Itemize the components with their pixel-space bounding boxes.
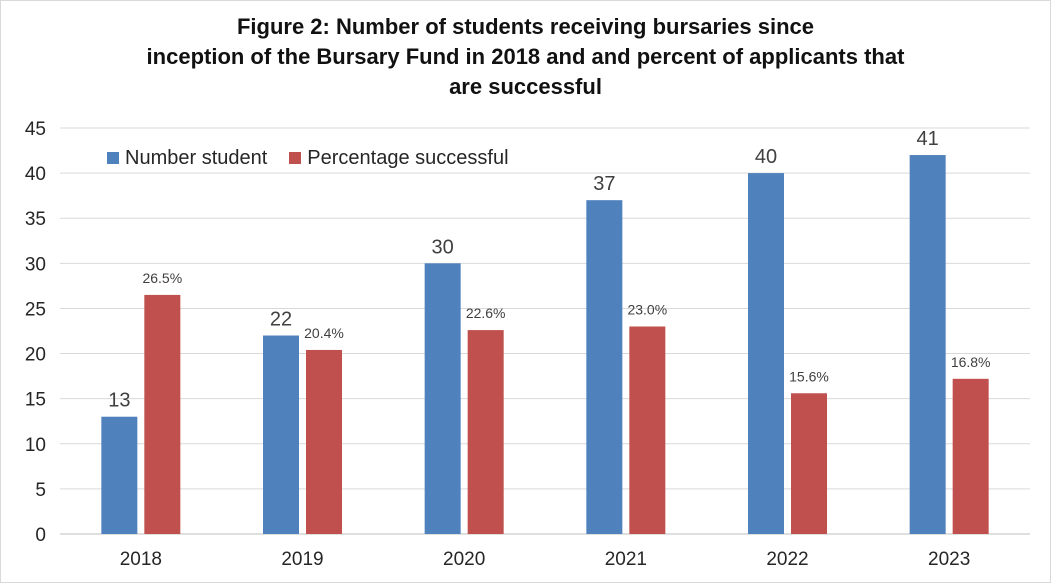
chart-title-line-3: are successful bbox=[449, 74, 602, 99]
x-tick-label-2021: 2021 bbox=[605, 549, 647, 570]
bar-number-student-2020 bbox=[424, 263, 461, 534]
data-label-number-student-2023: 41 bbox=[917, 128, 939, 150]
bar-number-student-2018 bbox=[101, 416, 138, 534]
legend-swatch-percentage-successful bbox=[289, 152, 302, 164]
data-label-percentage-successful-2022: 15.6% bbox=[789, 368, 829, 384]
bar-percentage-successful-2023 bbox=[952, 378, 989, 534]
y-tick-label-20: 20 bbox=[25, 345, 46, 366]
data-label-percentage-successful-2019: 20.4% bbox=[304, 325, 344, 341]
x-tick-label-2019: 2019 bbox=[281, 549, 323, 570]
chart-title-line-2: inception of the Bursary Fund in 2018 an… bbox=[146, 44, 905, 69]
legend-item-percentage-successful: Percentage successful bbox=[289, 146, 509, 170]
legend-label-percentage-successful: Percentage successful bbox=[307, 146, 509, 169]
y-tick-label-45: 45 bbox=[25, 119, 46, 140]
data-label-number-student-2018: 13 bbox=[108, 390, 130, 412]
bar-percentage-successful-2022 bbox=[791, 393, 827, 534]
y-tick-label-30: 30 bbox=[25, 254, 46, 275]
data-label-percentage-successful-2021: 23.0% bbox=[627, 301, 667, 317]
x-tick-label-2023: 2023 bbox=[928, 549, 970, 570]
y-tick-label-40: 40 bbox=[25, 164, 46, 185]
bar-percentage-successful-2018 bbox=[144, 294, 181, 534]
chart-title: Figure 2: Number of students receiving b… bbox=[0, 12, 1051, 102]
chart-legend: Number student Percentage successful bbox=[107, 146, 531, 170]
bar-number-student-2021 bbox=[586, 200, 623, 534]
x-tick-label-2018: 2018 bbox=[120, 549, 162, 570]
legend-item-number-student: Number student bbox=[107, 147, 267, 170]
chart-title-line-1: Figure 2: Number of students receiving b… bbox=[236, 14, 815, 39]
y-tick-label-0: 0 bbox=[35, 525, 46, 546]
legend-label-number-student: Number student bbox=[125, 146, 268, 169]
data-label-percentage-successful-2023: 16.8% bbox=[951, 354, 991, 370]
data-label-number-student-2022: 40 bbox=[755, 146, 777, 168]
x-tick-label-2020: 2020 bbox=[443, 549, 485, 570]
y-tick-label-25: 25 bbox=[25, 299, 46, 320]
bar-number-student-2022 bbox=[748, 173, 784, 534]
data-label-number-student-2019: 22 bbox=[270, 309, 292, 331]
data-label-percentage-successful-2020: 22.6% bbox=[466, 305, 506, 321]
bar-percentage-successful-2021 bbox=[629, 326, 666, 534]
y-tick-label-35: 35 bbox=[25, 209, 46, 230]
y-tick-label-10: 10 bbox=[25, 435, 46, 456]
bar-number-student-2023 bbox=[909, 155, 946, 535]
legend-swatch-number-student bbox=[107, 152, 119, 164]
bar-number-student-2019 bbox=[263, 335, 299, 534]
bar-percentage-successful-2019 bbox=[306, 349, 342, 534]
y-tick-label-15: 15 bbox=[25, 390, 46, 411]
bar-percentage-successful-2020 bbox=[467, 330, 504, 534]
data-label-percentage-successful-2018: 26.5% bbox=[142, 270, 182, 286]
data-label-number-student-2021: 37 bbox=[593, 173, 615, 195]
y-tick-label-5: 5 bbox=[35, 480, 46, 501]
x-tick-label-2022: 2022 bbox=[766, 549, 808, 570]
data-label-number-student-2020: 30 bbox=[432, 236, 454, 258]
